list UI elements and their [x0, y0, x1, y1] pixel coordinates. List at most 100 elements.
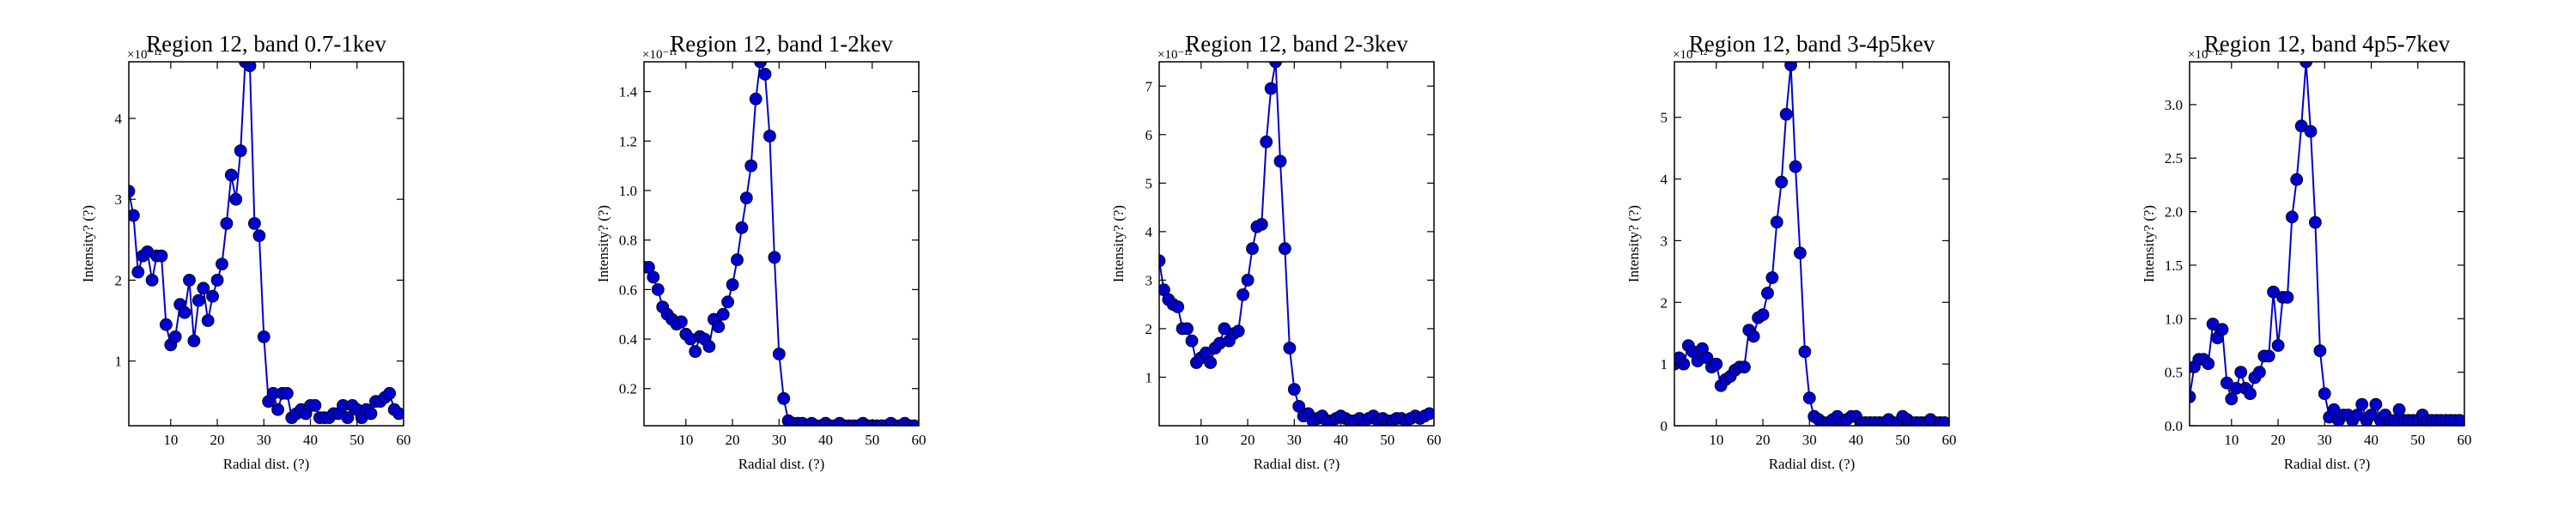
y-tick-label: 3: [1145, 272, 1153, 288]
y-tick-label: 1.5: [2165, 258, 2183, 274]
chart-title: Region 12, band 1-2kev: [670, 31, 893, 57]
data-point: [2262, 349, 2275, 363]
data-point: [2392, 403, 2406, 416]
plot-frame: [1158, 61, 1435, 427]
data-point: [1181, 322, 1194, 336]
plot-frame: [128, 61, 404, 427]
y-tick-label: 2: [1145, 321, 1153, 337]
data-point: [1779, 107, 1793, 121]
x-tick-label: 40: [1334, 432, 1348, 448]
data-point: [2453, 414, 2464, 426]
y-axis-label: Intensity? (?): [595, 205, 611, 282]
data-point: [1775, 175, 1789, 189]
data-point: [216, 258, 228, 271]
data-point: [129, 185, 136, 198]
y-tick-label: 1: [1661, 356, 1668, 373]
y-tick-label: 5: [1661, 110, 1668, 126]
data-point: [721, 295, 734, 309]
data-point: [2304, 124, 2318, 138]
data-point: [1765, 271, 1779, 284]
x-tick-label: 20: [210, 432, 225, 448]
data-point: [2355, 397, 2369, 411]
data-point: [2225, 392, 2239, 406]
y-tick-label: 4: [115, 111, 123, 127]
x-tick-label: 10: [2224, 432, 2239, 448]
x-tick-label: 60: [2458, 432, 2472, 448]
data-point: [392, 407, 404, 421]
x-tick-label: 10: [678, 432, 693, 448]
y-tick-label: 1: [1145, 369, 1153, 385]
data-point: [768, 251, 781, 264]
y-tick-label: 0.6: [619, 282, 637, 298]
data-point: [1269, 62, 1282, 69]
data-point: [2206, 318, 2220, 330]
data-point: [744, 159, 758, 173]
data-point: [2290, 173, 2304, 186]
series-line: [644, 62, 914, 426]
data-point: [2313, 344, 2327, 358]
x-tick-label: 60: [912, 432, 927, 448]
chart-title: Region 12, band 4p5-7kev: [2204, 31, 2451, 57]
data-point: [908, 419, 919, 426]
data-point: [247, 216, 261, 230]
y-axis-label: Intensity? (?): [80, 205, 96, 282]
data-point: [129, 209, 140, 222]
y-offset-label: ×10⁻¹²: [1157, 48, 1193, 62]
x-tick-label: 20: [1756, 432, 1771, 448]
data-point: [2318, 387, 2331, 401]
data-point: [1793, 246, 1807, 260]
y-tick-label: 3: [1661, 233, 1668, 249]
data-point: [1260, 135, 1273, 148]
data-point: [1185, 334, 1199, 348]
y-axis-label: Intensity? (?): [1625, 205, 1642, 282]
y-tick-label: 1.2: [619, 133, 637, 149]
data-point: [758, 68, 772, 81]
y-tick-label: 0: [1661, 418, 1668, 434]
data-point: [131, 265, 145, 279]
x-axis-label: Radial dist. (?): [2284, 456, 2371, 472]
x-tick-label: 10: [1194, 432, 1208, 448]
data-point: [1938, 416, 1949, 426]
data-point: [772, 347, 786, 360]
y-tick-label: 5: [1145, 175, 1153, 191]
x-axis-label: Radial dist. (?): [1769, 456, 1856, 472]
data-point: [1204, 356, 1218, 369]
data-point: [191, 294, 205, 307]
data-point: [2281, 290, 2294, 304]
data-point: [1236, 288, 1249, 301]
y-axis-label: Intensity? (?): [1110, 205, 1127, 282]
data-point: [1279, 242, 1291, 256]
x-tick-label: 20: [726, 432, 740, 448]
x-tick-label: 30: [2318, 432, 2332, 448]
y-tick-label: 1.0: [2165, 311, 2183, 327]
x-tick-label: 30: [257, 432, 271, 448]
data-point: [2308, 215, 2322, 229]
data-point: [224, 168, 238, 182]
y-offset-label: ×10⁻¹²: [2188, 48, 2223, 62]
data-point: [252, 229, 266, 243]
data-point: [2252, 366, 2266, 379]
data-point: [2234, 366, 2248, 379]
x-tick-label: 40: [1849, 432, 1863, 448]
y-tick-label: 2.5: [2165, 150, 2183, 167]
data-point: [1770, 215, 1783, 229]
data-point: [735, 221, 749, 234]
data-point: [2271, 339, 2285, 352]
x-tick-label: 40: [818, 432, 833, 448]
x-tick-label: 60: [1427, 432, 1442, 448]
chart-title: Region 12, band 3-4p5kev: [1689, 31, 1935, 57]
data-point: [187, 334, 201, 348]
data-point: [1255, 217, 1268, 231]
data-point: [201, 314, 215, 327]
data-point: [1241, 273, 1255, 287]
data-point: [229, 192, 243, 206]
plot-frame: [2189, 61, 2465, 427]
y-tick-label: 1.4: [619, 84, 638, 100]
x-tick-label: 40: [303, 432, 318, 448]
data-point: [145, 273, 159, 287]
data-point: [1738, 360, 1751, 374]
x-tick-label: 50: [2410, 432, 2425, 448]
data-point: [2300, 62, 2312, 69]
